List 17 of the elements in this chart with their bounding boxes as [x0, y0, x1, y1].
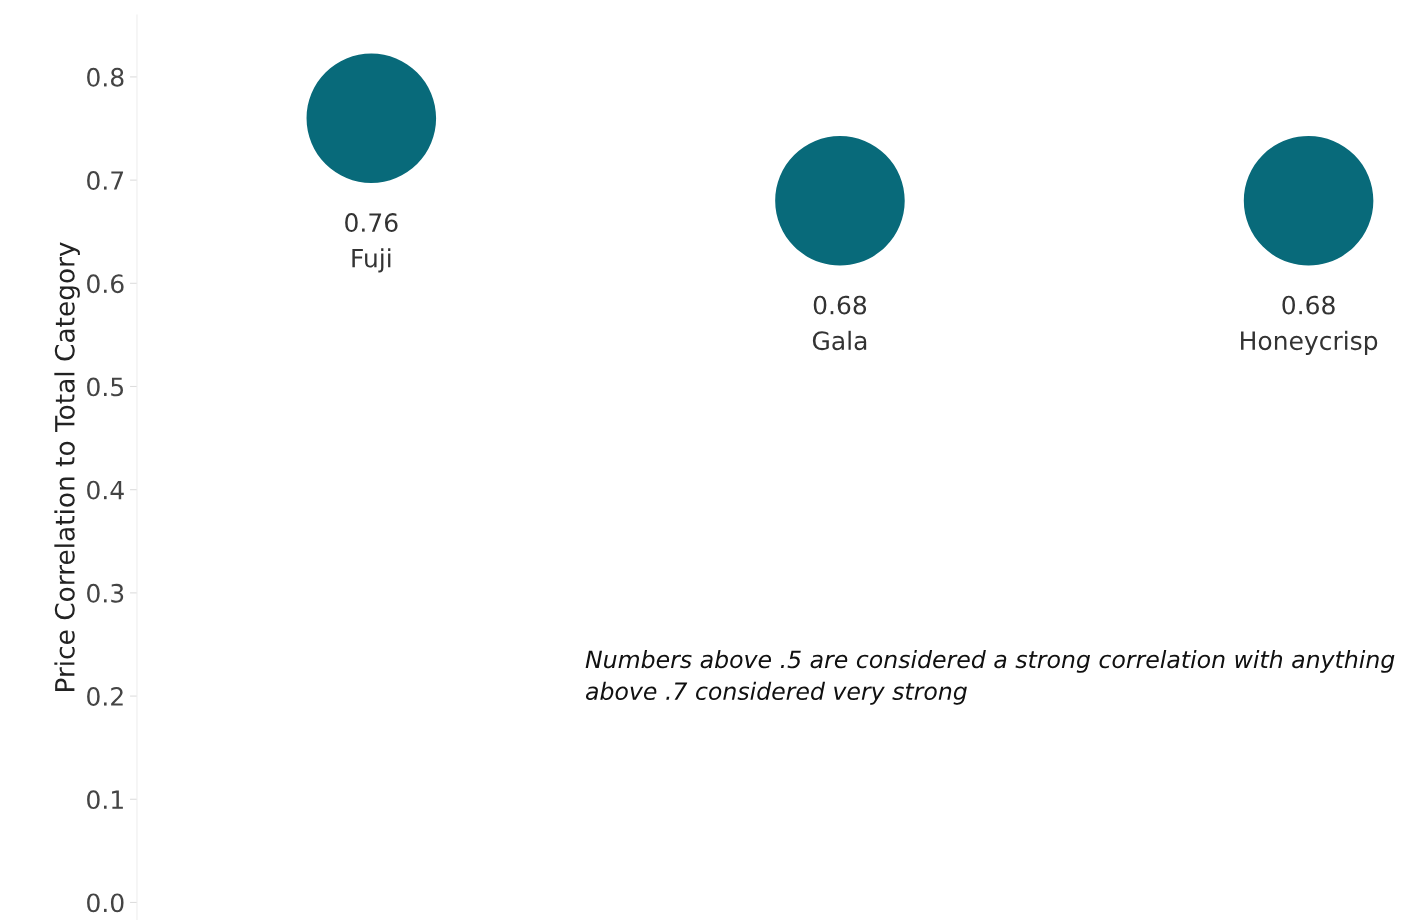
y-axis-title: Price Correlation to Total Category	[54, 242, 80, 691]
y-tick-label: 0.2	[87, 687, 123, 706]
y-tick-label: 0.0	[87, 893, 124, 913]
y-tick-label: 0.8	[87, 67, 124, 87]
y-tick-label: 0.5	[87, 377, 124, 397]
y-tick-label: 0.3	[87, 583, 124, 603]
y-tick-label: 0.1	[87, 790, 123, 810]
data-label: 0.68	[1282, 295, 1335, 315]
y-tick-label: 0.6	[87, 274, 124, 294]
x-tick-label: Fuji	[352, 248, 391, 273]
data-label: 0.76	[345, 213, 398, 232]
y-tick-label: 0.7	[87, 171, 124, 190]
annotation: Numbers above .5 are considered a strong correlation with anything above .7 considered very strong	[585, 650, 1395, 705]
x-tick-label: Gala	[812, 330, 867, 351]
y-tick-label: 0.4	[87, 480, 124, 500]
data-label: 0.68	[813, 295, 867, 315]
x-tick-label: Honeycrisp	[1241, 330, 1378, 355]
